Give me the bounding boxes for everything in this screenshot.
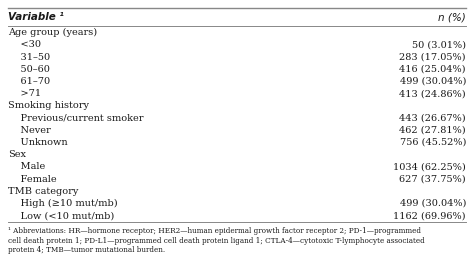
Text: 50 (3.01%): 50 (3.01%) — [412, 40, 466, 49]
Text: Smoking history: Smoking history — [8, 101, 89, 110]
Text: 499 (30.04%): 499 (30.04%) — [400, 77, 466, 86]
Text: <30: <30 — [8, 40, 41, 49]
Text: Never: Never — [8, 126, 51, 135]
Text: ¹ Abbreviations: HR—hormone receptor; HER2—human epidermal growth factor recepto: ¹ Abbreviations: HR—hormone receptor; HE… — [8, 227, 421, 235]
Text: Male: Male — [8, 162, 45, 172]
Text: 283 (17.05%): 283 (17.05%) — [400, 53, 466, 62]
Text: 31–50: 31–50 — [8, 53, 50, 62]
Text: 756 (45.52%): 756 (45.52%) — [400, 138, 466, 147]
Text: 443 (26.67%): 443 (26.67%) — [400, 114, 466, 122]
Text: 1034 (62.25%): 1034 (62.25%) — [393, 162, 466, 172]
Text: protein 4; TMB—tumor mutational burden.: protein 4; TMB—tumor mutational burden. — [8, 246, 165, 254]
Text: Previous/current smoker: Previous/current smoker — [8, 114, 144, 122]
Text: 462 (27.81%): 462 (27.81%) — [400, 126, 466, 135]
Text: cell death protein 1; PD-L1—programmed cell death protein ligand 1; CTLA-4—cytot: cell death protein 1; PD-L1—programmed c… — [8, 237, 425, 245]
Text: n (%): n (%) — [438, 12, 466, 22]
Text: 61–70: 61–70 — [8, 77, 50, 86]
Text: 416 (25.04%): 416 (25.04%) — [400, 65, 466, 74]
Text: Unknown: Unknown — [8, 138, 68, 147]
Text: Age group (years): Age group (years) — [8, 28, 97, 37]
Text: Low (<10 mut/mb): Low (<10 mut/mb) — [8, 211, 114, 220]
Text: 499 (30.04%): 499 (30.04%) — [400, 199, 466, 208]
Text: 1162 (69.96%): 1162 (69.96%) — [393, 211, 466, 220]
Text: 627 (37.75%): 627 (37.75%) — [400, 175, 466, 184]
Text: Sex: Sex — [8, 150, 26, 159]
Text: High (≥10 mut/mb): High (≥10 mut/mb) — [8, 199, 118, 208]
Text: 50–60: 50–60 — [8, 65, 50, 74]
Text: 413 (24.86%): 413 (24.86%) — [400, 89, 466, 98]
Text: >71: >71 — [8, 89, 41, 98]
Text: TMB category: TMB category — [8, 187, 78, 196]
Text: Female: Female — [8, 175, 56, 184]
Text: Variable ¹: Variable ¹ — [8, 12, 64, 22]
